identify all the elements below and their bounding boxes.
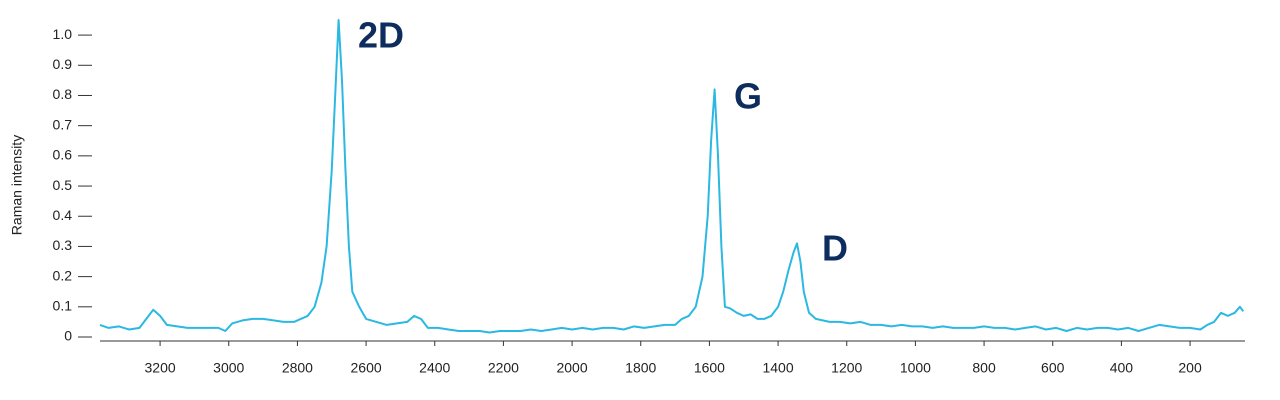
y-tick-label: 0.2 bbox=[53, 267, 73, 283]
y-tick-label: 0 bbox=[64, 328, 72, 344]
x-tick-label: 1800 bbox=[625, 360, 656, 376]
y-tick-label: 0.7 bbox=[53, 116, 73, 132]
annotation: G bbox=[734, 76, 762, 117]
y-tick-label: 0.9 bbox=[53, 56, 73, 72]
y-tick-label: 0.3 bbox=[53, 237, 73, 253]
x-tick-label: 2400 bbox=[419, 360, 450, 376]
y-tick-label: 0.6 bbox=[53, 147, 73, 163]
y-tick-label: 0.8 bbox=[53, 86, 73, 102]
x-tick-label: 2600 bbox=[351, 360, 382, 376]
y-tick-label: 0.5 bbox=[53, 177, 73, 193]
annotation: 2D bbox=[358, 15, 404, 56]
y-tick-label: 0.4 bbox=[53, 207, 73, 223]
x-tick-label: 400 bbox=[1110, 360, 1134, 376]
y-tick-label: 1.0 bbox=[53, 26, 73, 42]
x-tick-label: 1600 bbox=[694, 360, 725, 376]
x-tick-label: 600 bbox=[1041, 360, 1065, 376]
x-tick-label: 1400 bbox=[762, 360, 793, 376]
spectrum-line bbox=[99, 19, 1245, 334]
x-tick-label: 3200 bbox=[145, 360, 176, 376]
y-axis-label: Raman intensity bbox=[9, 135, 25, 235]
x-tick-label: 1000 bbox=[900, 360, 931, 376]
x-tick-label: 3000 bbox=[213, 360, 244, 376]
annotation: D bbox=[822, 228, 848, 269]
x-tick-label: 200 bbox=[1178, 360, 1202, 376]
x-tick-label: 2800 bbox=[282, 360, 313, 376]
x-tick-label: 1200 bbox=[831, 360, 862, 376]
x-tick-label: 800 bbox=[972, 360, 996, 376]
x-tick-label: 2000 bbox=[556, 360, 587, 376]
y-tick-label: 0.1 bbox=[53, 298, 73, 314]
x-tick-label: 2200 bbox=[488, 360, 519, 376]
